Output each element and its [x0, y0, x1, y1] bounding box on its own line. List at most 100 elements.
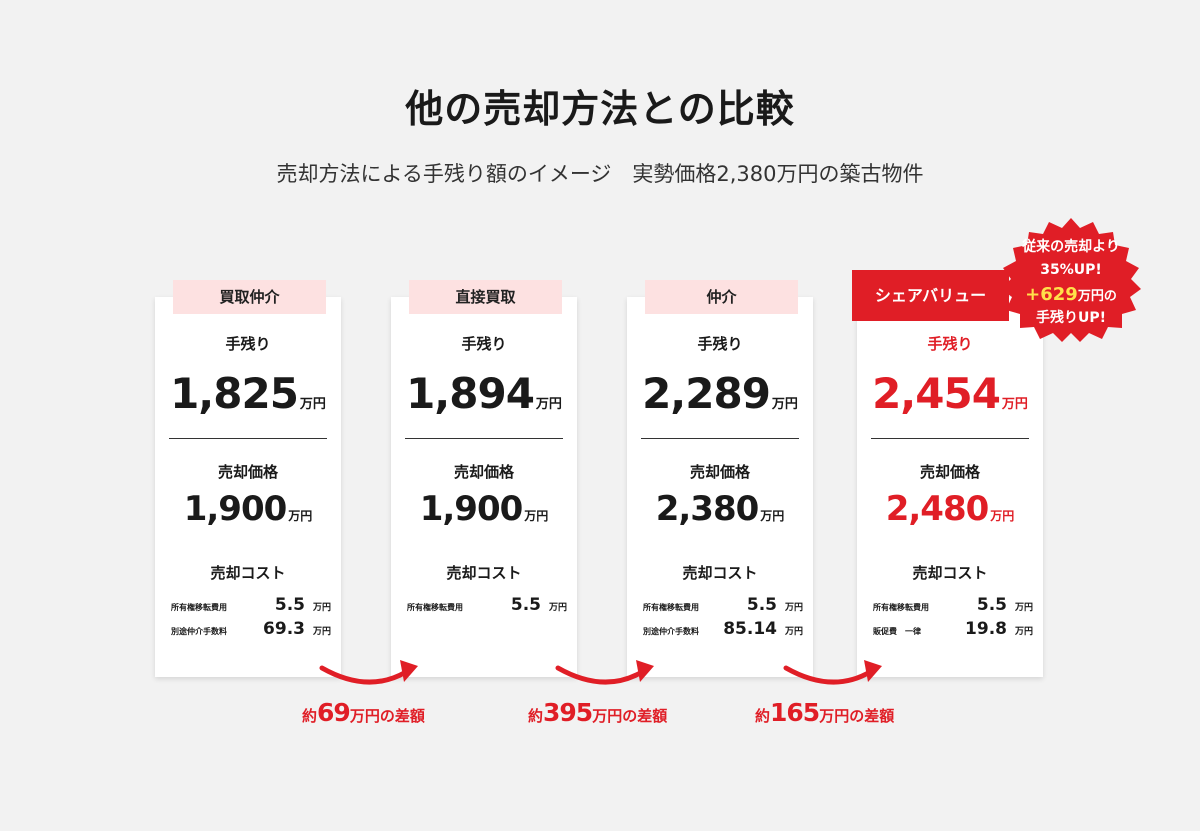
cost-label: 売却コスト — [682, 564, 758, 582]
net-amount: 1,825 万円 — [155, 369, 341, 418]
page-title: 他の売却方法との比較 — [405, 87, 795, 131]
cost-row-label: 別途仲介手数料 — [171, 627, 227, 636]
cost-row: 所有権移転費用 5.5 万円 — [171, 595, 331, 615]
cost-row: 別途仲介手数料 85.14 万円 — [643, 619, 803, 639]
cost-row-unit: 万円 — [1014, 603, 1033, 613]
cost-row-value: 19.8 — [965, 619, 1007, 639]
price-label: 売却価格 — [453, 463, 514, 481]
cost-row: 所有権移転費用 5.5 万円 — [873, 595, 1033, 615]
cost-row-value: 69.3 — [263, 619, 305, 639]
cost-row: 所有権移転費用 5.5 万円 — [643, 595, 803, 615]
price-label: 売却価格 — [689, 463, 750, 481]
net-value: 2,454 — [872, 369, 1001, 418]
difference-label: 約69万円の差額 — [302, 698, 425, 728]
cost-row-label: 販促費 一律 — [873, 627, 921, 636]
divider — [641, 438, 799, 439]
price-value: 1,900 — [183, 489, 288, 529]
badge-line2: 35%UP! — [1040, 262, 1102, 278]
net-label: 手残り — [225, 335, 271, 353]
curved-arrow-icon — [319, 660, 418, 685]
price-value: 2,380 — [655, 489, 760, 529]
price-unit: 万円 — [760, 509, 785, 523]
tab-chokusetsu-kaitori: 直接買取 — [409, 280, 562, 314]
cost-row-label: 所有権移転費用 — [407, 603, 463, 612]
price-amount: 2,380 万円 — [627, 489, 813, 529]
cost-row: 販促費 一律 19.8 万円 — [873, 619, 1033, 639]
divider — [169, 438, 327, 439]
difference-prefix: 約 — [302, 707, 318, 725]
price-label: 売却価格 — [217, 463, 278, 481]
difference-value: 395 — [543, 698, 593, 727]
price-value: 1,900 — [419, 489, 524, 529]
divider — [405, 438, 563, 439]
difference-label: 約165万円の差額 — [755, 698, 894, 728]
card-chokusetsu-kaitori: 手残り 1,894 万円 売却価格 1,900 万円 売却コスト 所有権移転費用 5… — [391, 297, 577, 677]
difference-suffix: 万円の差額 — [349, 707, 425, 725]
cost-row: 所有権移転費用 5.5 万円 — [407, 595, 567, 615]
badge-line4: 手残りUP! — [1035, 310, 1106, 326]
net-value: 2,289 — [642, 369, 771, 418]
curved-arrow-icon — [555, 660, 654, 685]
difference-prefix: 約 — [755, 707, 771, 725]
price-unit: 万円 — [524, 509, 549, 523]
tab-share-value: シェアバリュー — [852, 270, 1009, 321]
cost-row-value: 5.5 — [510, 595, 541, 615]
card-kaitori-chukai: 手残り 1,825 万円 売却価格 1,900 万円 売却コスト 所有権移転費用 5… — [155, 297, 341, 677]
promo-badge: 従来の売却より 35%UP! +629万円の 手残りUP! — [1000, 218, 1142, 342]
price-unit: 万円 — [990, 509, 1015, 523]
cost-row-value: 5.5 — [746, 595, 777, 615]
cost-row-label: 所有権移転費用 — [643, 603, 699, 612]
starburst-shape — [1001, 218, 1141, 342]
cost-label: 売却コスト — [446, 564, 522, 582]
difference-value: 165 — [770, 698, 820, 727]
price-unit: 万円 — [288, 509, 313, 523]
cost-row-unit: 万円 — [312, 627, 331, 637]
cost-row-label: 所有権移転費用 — [873, 603, 929, 612]
net-unit: 万円 — [771, 397, 798, 412]
cost-label: 売却コスト — [912, 564, 988, 582]
cost-row-unit: 万円 — [1014, 627, 1033, 637]
badge-line1: 従来の売却より — [1022, 239, 1120, 255]
card-chukai: 手残り 2,289 万円 売却価格 2,380 万円 売却コスト 所有権移転費用 5… — [627, 297, 813, 677]
price-label: 売却価格 — [919, 463, 980, 481]
cost-row-value: 5.5 — [976, 595, 1007, 615]
cost-row-label: 所有権移転費用 — [171, 603, 227, 612]
tab-kaitori-chukai: 買取仲介 — [173, 280, 326, 314]
divider — [871, 438, 1029, 439]
cost-row-label: 別途仲介手数料 — [643, 627, 699, 636]
cost-row-unit: 万円 — [784, 603, 803, 613]
net-amount: 2,454 万円 — [857, 369, 1043, 418]
difference-value: 69 — [317, 698, 351, 727]
net-value: 1,825 — [170, 369, 299, 418]
net-label: 手残り — [927, 335, 973, 353]
cost-row-value: 5.5 — [274, 595, 305, 615]
net-unit: 万円 — [535, 397, 562, 412]
price-value: 2,480 — [885, 489, 990, 529]
badge-increase-suffix: 万円の — [1077, 289, 1117, 304]
net-label: 手残り — [461, 335, 507, 353]
difference-label: 約395万円の差額 — [528, 698, 667, 728]
price-amount: 1,900 万円 — [391, 489, 577, 529]
net-unit: 万円 — [1001, 397, 1028, 412]
net-amount: 2,289 万円 — [627, 369, 813, 418]
price-amount: 2,480 万円 — [857, 489, 1043, 529]
net-unit: 万円 — [299, 397, 326, 412]
cost-label: 売却コスト — [210, 564, 286, 582]
cost-row: 別途仲介手数料 69.3 万円 — [171, 619, 331, 639]
curved-arrow-icon — [783, 660, 882, 685]
badge-increase-value: +629 — [1025, 284, 1078, 305]
cost-row-unit: 万円 — [548, 603, 567, 613]
tab-chukai: 仲介 — [645, 280, 798, 314]
net-value: 1,894 — [406, 369, 535, 418]
card-share-value: 手残り 2,454 万円 売却価格 2,480 万円 売却コスト 所有権移転費用 5… — [857, 297, 1043, 677]
difference-prefix: 約 — [528, 707, 544, 725]
difference-suffix: 万円の差額 — [592, 707, 668, 725]
cost-row-value: 85.14 — [723, 619, 777, 639]
price-amount: 1,900 万円 — [155, 489, 341, 529]
net-amount: 1,894 万円 — [391, 369, 577, 418]
net-label: 手残り — [697, 335, 743, 353]
cost-row-unit: 万円 — [784, 627, 803, 637]
cost-row-unit: 万円 — [312, 603, 331, 613]
page-subtitle: 売却方法による手残り額のイメージ 実勢価格2,380万円の築古物件 — [276, 162, 924, 186]
badge-line3: +629万円の — [1000, 284, 1142, 305]
